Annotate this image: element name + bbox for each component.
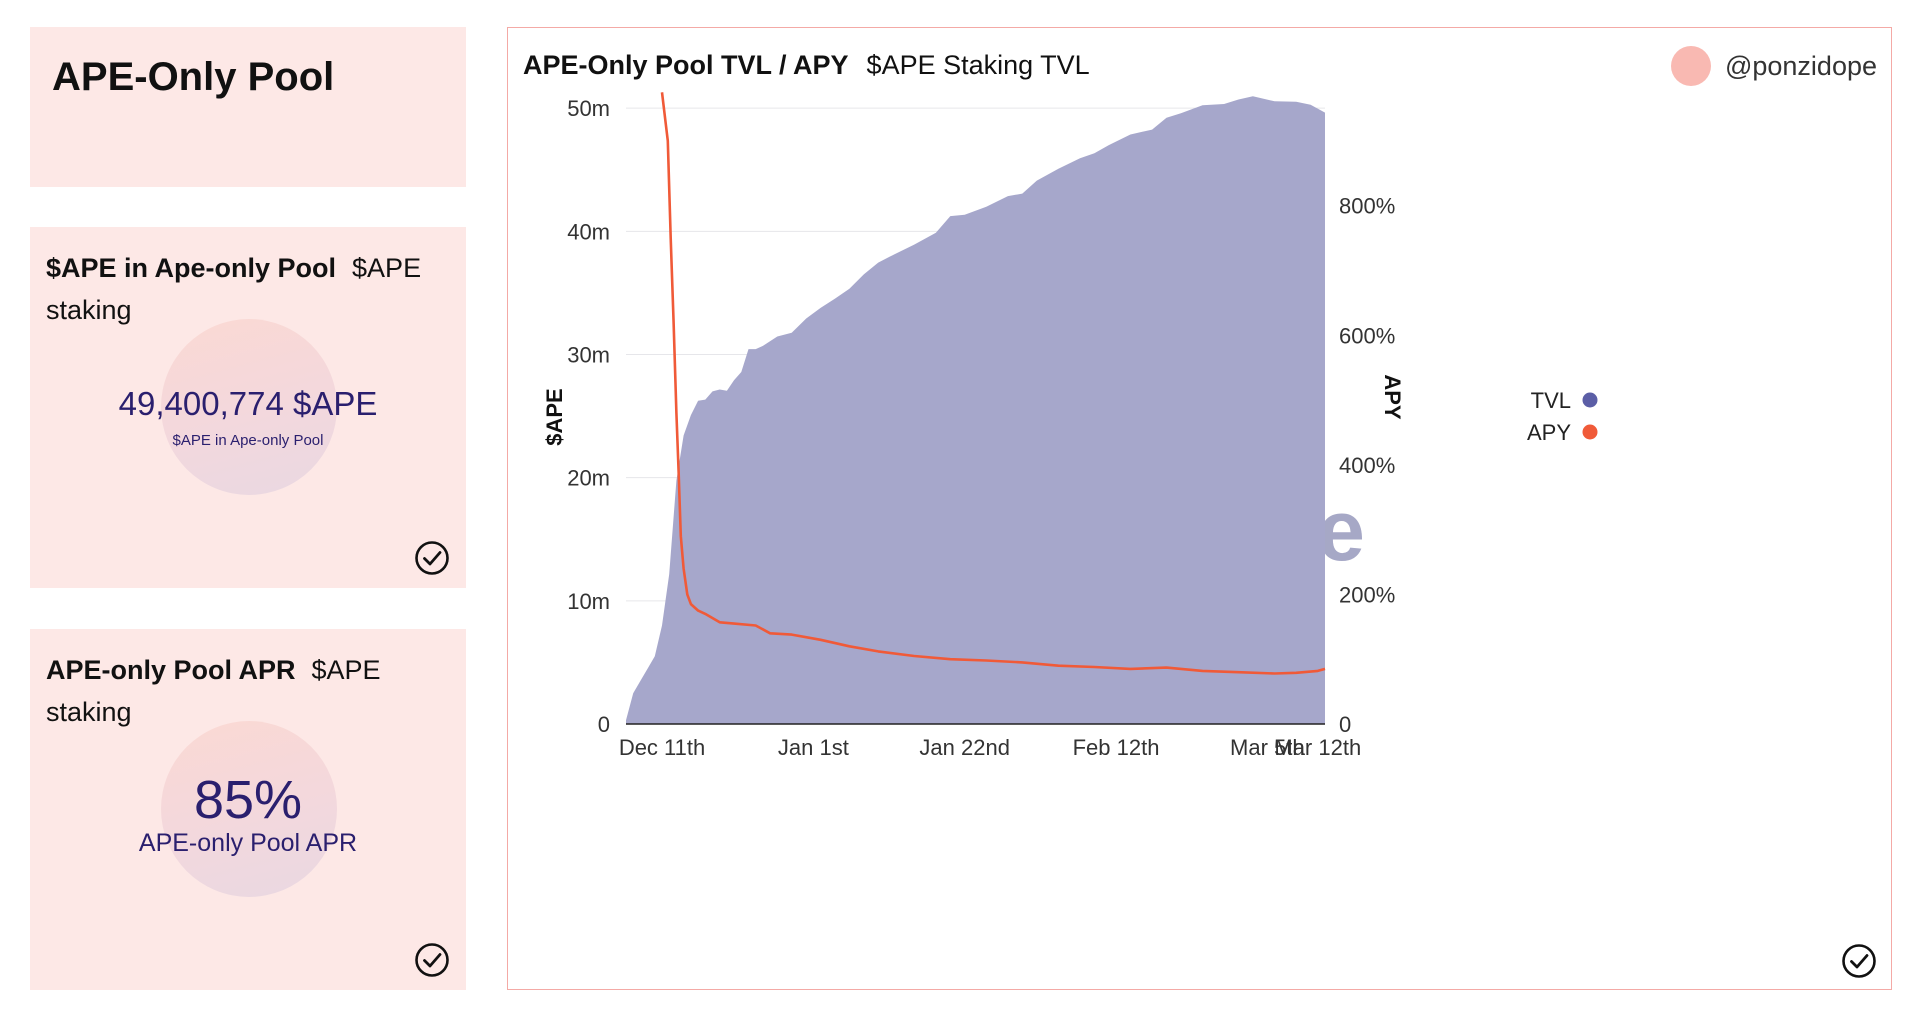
page-title: APE-Only Pool xyxy=(52,55,335,99)
y-left-tick-label: 20m xyxy=(567,466,610,491)
y-left-tick-label: 40m xyxy=(567,219,610,244)
x-tick-label: Mar 5th xyxy=(1230,735,1305,760)
counter-card-title: $APE in Ape-only Pool xyxy=(46,253,337,283)
chart-header: APE-Only Pool TVL / APY $APE Staking TVL xyxy=(523,50,1090,81)
y-right-tick-label: 400% xyxy=(1339,453,1395,478)
tvl-apy-chart-card: APE-Only Pool TVL / APY $APE Staking TVL … xyxy=(507,27,1892,990)
chart-legend: TVL APY xyxy=(1527,388,1598,445)
y-left-axis-label: $APE xyxy=(542,388,567,445)
check-circle-icon[interactable] xyxy=(1841,943,1877,979)
y-right-tick-label: 0 xyxy=(1339,712,1351,737)
y-right-axis: 0 200% 400% 600% 800% xyxy=(1339,194,1395,737)
apr-card-header: APE-only Pool APR $APE staking xyxy=(46,649,436,733)
avatar xyxy=(1670,46,1711,86)
legend-marker xyxy=(1582,424,1598,440)
x-tick-label: Jan 22nd xyxy=(919,735,1010,760)
apr-value: 85% xyxy=(193,770,303,830)
y-left-tick-label: 10m xyxy=(567,589,610,614)
x-tick-label: Jan 1st xyxy=(778,735,849,760)
counter-card-header: $APE in Ape-only Pool $APE staking xyxy=(46,247,436,331)
x-tick-label: Dec 11th xyxy=(619,735,705,760)
counter-value: 49,400,774 $APE xyxy=(118,385,378,422)
y-left-axis: 0 10m 20m 30m 40m 50m xyxy=(567,96,610,737)
counter-value-label: $APE in Ape-only Pool xyxy=(172,432,324,449)
apr-card-subtitle: $APE staking xyxy=(46,655,381,727)
apr-value-label: APE-only Pool APR xyxy=(138,829,358,857)
apr-counter-card: APE-only Pool APR $APE staking 85% APE-on… xyxy=(30,629,466,990)
author-badge[interactable]: @ponzidope xyxy=(1670,46,1877,86)
apr-decoration-circle xyxy=(161,721,337,897)
apr-card-title: APE-only Pool APR xyxy=(46,655,296,685)
counter-decoration-circle xyxy=(161,319,337,495)
x-axis: Dec 11th Jan 1st Jan 22nd Feb 12th Mar 5thMa… xyxy=(619,735,1361,760)
chart-subtitle: $APE Staking TVL xyxy=(866,50,1090,80)
check-circle-icon[interactable] xyxy=(414,942,450,978)
y-left-tick-label: 0 xyxy=(598,712,610,737)
y-left-tick-label: 50m xyxy=(567,96,610,121)
y-right-tick-label: 600% xyxy=(1339,323,1395,348)
y-left-tick-label: 30m xyxy=(567,342,610,367)
y-right-tick-label: 200% xyxy=(1339,582,1395,607)
y-right-axis-label: APY xyxy=(1380,374,1405,420)
y-right-tick-label: 800% xyxy=(1339,194,1395,219)
apy-line xyxy=(660,92,1326,675)
legend-label: APY xyxy=(1527,420,1571,445)
x-tick-label: Feb 12th xyxy=(1073,735,1160,760)
chart-title: APE-Only Pool TVL / APY xyxy=(523,50,849,80)
check-circle-icon[interactable] xyxy=(414,540,450,576)
ape-counter-card: $APE in Ape-only Pool $APE staking 49,400… xyxy=(30,227,466,588)
title-card: APE-Only Pool xyxy=(30,27,466,187)
counter-card-subtitle: $APE staking xyxy=(46,253,422,325)
legend-marker xyxy=(1582,392,1598,408)
author-name: @ponzidope xyxy=(1724,50,1877,81)
legend-label: TVL xyxy=(1531,388,1571,413)
x-tick-label: Mar 12th xyxy=(1274,735,1361,760)
tvl-area xyxy=(626,96,1325,725)
